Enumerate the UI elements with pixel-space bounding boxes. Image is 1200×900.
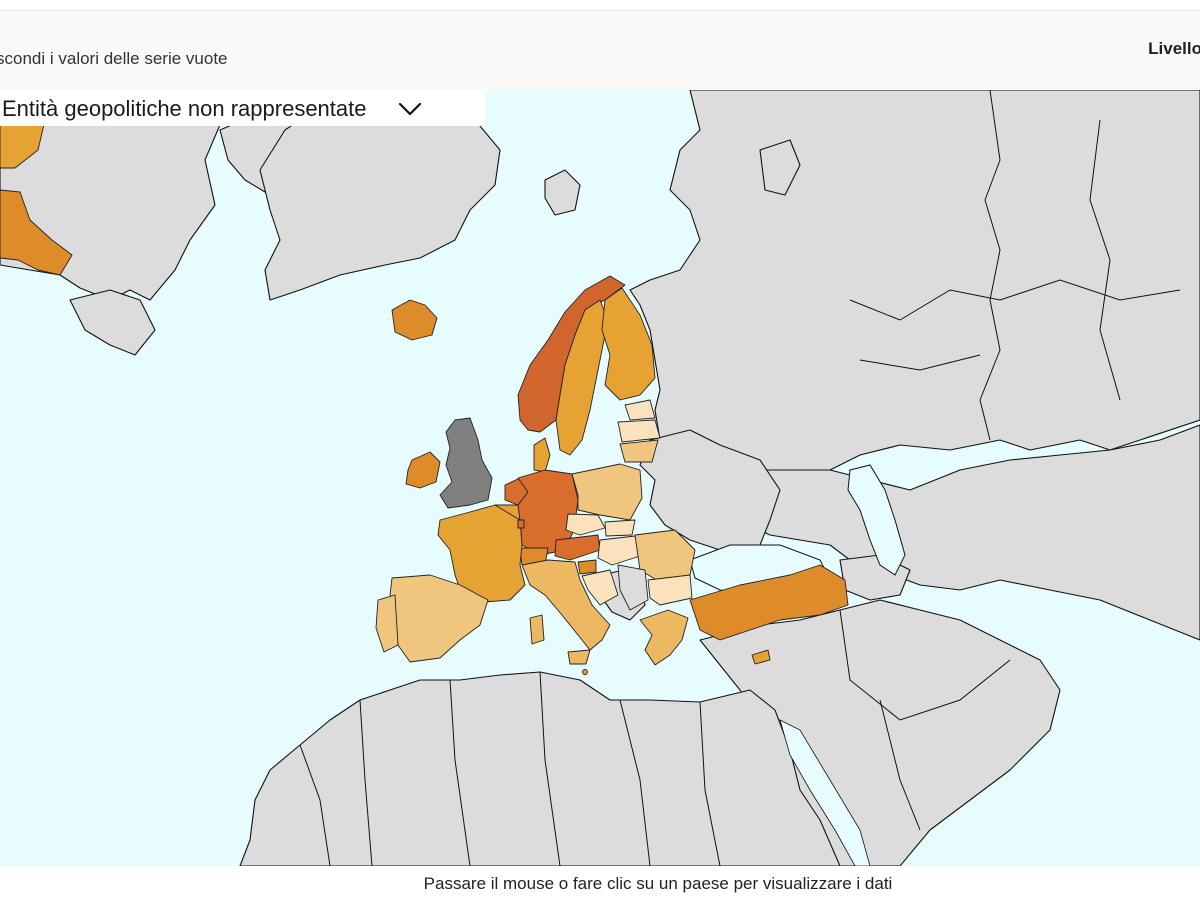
region-malta[interactable] [582,669,588,675]
region-denmark[interactable] [533,437,551,473]
region-germany[interactable] [517,469,579,556]
region-turkey[interactable] [689,564,849,641]
sea-caspian [847,464,906,576]
land-novaya-zemlya [759,139,801,196]
region-united-kingdom[interactable] [439,417,493,509]
top-divider [0,10,1200,11]
land-svalbard [544,169,581,216]
region-bulgaria[interactable] [647,574,693,606]
region-austria[interactable] [554,534,601,561]
region-slovakia[interactable] [604,519,636,537]
region-portugal[interactable] [375,594,399,653]
region-sardinia[interactable] [529,614,545,645]
region-sicily[interactable] [567,649,591,665]
sea-red [779,719,871,866]
region-luxembourg[interactable] [517,519,525,529]
region-cyprus[interactable] [751,649,771,665]
borders-middle-east [839,609,1011,831]
region-finland[interactable] [601,287,656,401]
region-ireland[interactable] [405,451,441,489]
region-slovenia[interactable] [577,559,597,575]
region-latvia[interactable] [617,419,661,443]
map-canvas[interactable] [0,90,1200,866]
dropdown-label: Entità geopolitiche non rappresentate [2,96,367,121]
region-greece[interactable] [639,609,689,666]
region-left-edge-lower[interactable] [0,189,73,276]
region-serbia[interactable] [617,564,649,611]
borders-africa [299,671,721,866]
region-croatia[interactable] [581,569,619,606]
land-russia-asia [629,90,1200,481]
map-footer: Passare il mouse o fare clic su un paese… [0,866,1200,900]
hide-empty-series-option[interactable]: scondi i valori delle serie vuote [0,49,228,68]
region-czechia[interactable] [565,513,606,536]
map-toolbar: scondi i valori delle serie vuote Livell… [0,11,1200,90]
region-hungary[interactable] [597,535,641,566]
region-iceland[interactable] [391,299,438,341]
region-lithuania[interactable] [619,439,659,463]
region-estonia[interactable] [624,399,656,421]
hover-hint: Passare il mouse o fare clic su un paese… [423,874,893,893]
choropleth-map[interactable] [0,90,1200,866]
land-labrador [69,289,156,356]
borders-russia [849,90,1181,441]
region-italy[interactable] [521,559,611,651]
unrepresented-entities-dropdown[interactable]: Entità geopolitiche non rappresentate [0,90,485,126]
region-france[interactable] [437,504,526,603]
level-selector-label[interactable]: Livello [1148,39,1200,58]
chevron-down-icon[interactable] [398,101,422,117]
